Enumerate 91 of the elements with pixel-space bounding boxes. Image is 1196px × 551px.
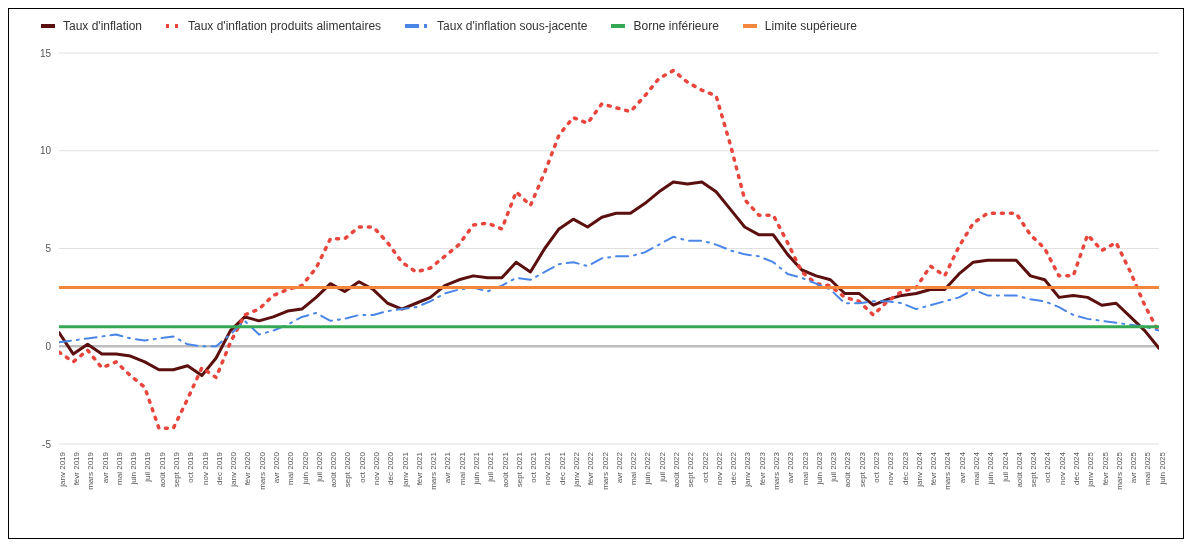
x-tick-label: sept 2021 <box>514 451 524 488</box>
x-tick-label: févr 2022 <box>586 451 596 486</box>
x-tick-label: juin 2023 <box>814 451 824 486</box>
x-tick-label: mars 2023 <box>771 451 781 490</box>
x-tick-label: oct 2019 <box>186 451 196 483</box>
x-tick-label: avr 2020 <box>271 451 281 484</box>
x-tick-label: juin 2024 <box>986 451 996 486</box>
x-tick-label: sept 2022 <box>686 451 696 488</box>
x-tick-label: août 2024 <box>1014 451 1024 488</box>
y-tick-label: 5 <box>45 243 52 255</box>
x-tick-label: juin 2022 <box>643 451 653 486</box>
y-tick-label: -5 <box>42 438 52 450</box>
legend-label: Taux d'inflation sous-jacente <box>437 19 588 33</box>
y-tick-label: 15 <box>39 47 52 59</box>
x-tick-label: mai 2024 <box>971 451 981 485</box>
x-tick-label: avr 2022 <box>614 451 624 484</box>
x-tick-label: juin 2019 <box>129 451 139 486</box>
x-tick-label: août 2023 <box>843 451 853 488</box>
x-tick-label: juil 2024 <box>1000 451 1010 483</box>
x-tick-label: nov 2020 <box>371 451 381 485</box>
x-tick-label: juil 2021 <box>486 451 496 483</box>
x-tick-label: oct 2023 <box>871 451 881 483</box>
x-tick-label: avr 2019 <box>100 451 110 484</box>
x-tick-label: févr 2023 <box>757 451 767 486</box>
legend-label: Taux d'inflation <box>63 19 143 33</box>
x-tick-label: juil 2023 <box>829 451 839 483</box>
x-tick-label: nov 2024 <box>1057 451 1067 485</box>
x-tick-label: juin 2021 <box>471 451 481 486</box>
x-tick-label: avr 2021 <box>443 451 453 484</box>
x-tick-label: juil 2022 <box>657 451 667 483</box>
x-tick-label: déc 2020 <box>386 451 396 485</box>
x-tick-label: févr 2025 <box>1100 451 1110 486</box>
x-tick-label: mars 2020 <box>257 451 267 490</box>
line-series <box>59 180 1159 378</box>
x-tick-label: oct 2020 <box>357 451 367 483</box>
x-tick-label: janv 2021 <box>400 451 410 488</box>
x-tick-label: sept 2023 <box>857 451 867 488</box>
x-tick-label: mars 2025 <box>1114 451 1124 490</box>
x-tick-label: mai 2020 <box>286 451 296 485</box>
x-tick-label: déc 2023 <box>900 451 910 485</box>
x-tick-label: mars 2024 <box>943 451 953 490</box>
x-tick-label: mars 2019 <box>86 451 96 490</box>
x-tick-label: mai 2022 <box>629 451 639 485</box>
x-tick-label: sept 2019 <box>171 451 181 488</box>
x-tick-label: janv 2025 <box>1086 451 1096 488</box>
x-tick-label: juin 2025 <box>1157 451 1167 486</box>
x-tick-label: févr 2024 <box>929 451 939 486</box>
x-tick-label: janv 2024 <box>914 451 924 488</box>
x-tick-label: nov 2023 <box>886 451 896 485</box>
legend-label: Limite supérieure <box>764 19 857 33</box>
x-tick-label: août 2022 <box>671 451 681 488</box>
x-tick-label: nov 2019 <box>200 451 210 485</box>
x-tick-label: avr 2023 <box>786 451 796 484</box>
x-tick-label: mai 2025 <box>1143 451 1153 485</box>
x-tick-label: mai 2021 <box>457 451 467 485</box>
x-tick-label: août 2019 <box>157 451 167 488</box>
x-tick-label: févr 2021 <box>414 451 424 486</box>
x-tick-label: déc 2021 <box>557 451 567 485</box>
x-tick-label: août 2020 <box>329 451 339 488</box>
x-tick-label: janv 2020 <box>229 451 239 488</box>
x-tick-label: janv 2023 <box>743 451 753 488</box>
x-tick-label: févr 2020 <box>243 451 253 486</box>
x-tick-label: mars 2022 <box>600 451 610 490</box>
x-tick-label: nov 2021 <box>543 451 553 485</box>
x-tick-label: oct 2022 <box>700 451 710 483</box>
y-tick-label: 0 <box>45 340 52 352</box>
x-tick-label: mai 2019 <box>114 451 124 485</box>
x-tick-label: janv 2019 <box>57 451 67 488</box>
line-series <box>59 68 1159 431</box>
legend-label: Borne inférieure <box>633 19 719 33</box>
x-tick-label: juil 2019 <box>143 451 153 483</box>
x-tick-label: déc 2024 <box>1071 451 1081 485</box>
x-tick-label: nov 2022 <box>714 451 724 485</box>
x-tick-label: juin 2020 <box>300 451 310 486</box>
line-series <box>59 235 1159 348</box>
x-tick-label: févr 2019 <box>71 451 81 486</box>
y-tick-label: 10 <box>39 145 52 157</box>
legend-label: Taux d'inflation produits alimentaires <box>188 19 382 33</box>
x-tick-label: août 2021 <box>500 451 510 488</box>
x-tick-label: sept 2024 <box>1029 451 1039 488</box>
x-tick-label: oct 2021 <box>529 451 539 483</box>
x-tick-label: mars 2021 <box>429 451 439 490</box>
x-tick-label: déc 2019 <box>214 451 224 485</box>
x-tick-label: avr 2025 <box>1129 451 1139 484</box>
x-tick-label: juil 2020 <box>314 451 324 483</box>
x-tick-label: sept 2020 <box>343 451 353 488</box>
x-tick-label: avr 2024 <box>957 451 967 484</box>
x-tick-label: oct 2024 <box>1043 451 1053 483</box>
x-tick-label: janv 2022 <box>571 451 581 488</box>
x-tick-label: déc 2022 <box>729 451 739 485</box>
x-tick-label: mai 2023 <box>800 451 810 485</box>
